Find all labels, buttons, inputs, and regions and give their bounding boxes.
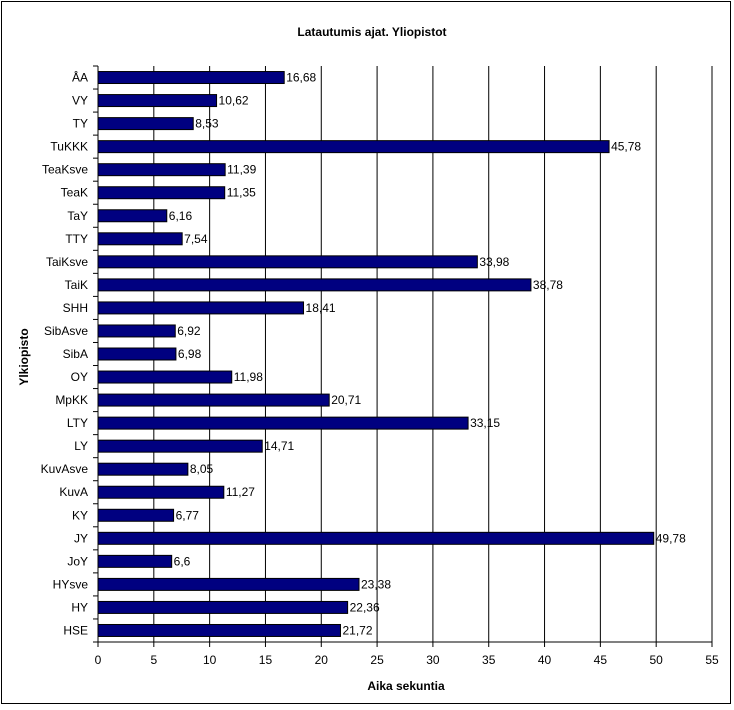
x-axis-title: Aika sekuntia	[367, 679, 445, 693]
bar-taiksve	[97, 255, 478, 269]
data-label: 33,15	[470, 416, 500, 430]
data-label: 16,68	[286, 71, 316, 85]
category-label: JY	[74, 531, 88, 545]
bar-ly	[97, 439, 263, 453]
data-label: 10,62	[219, 94, 249, 108]
data-label: 11,35	[227, 186, 256, 200]
axes	[93, 65, 713, 647]
category-label: SibAsve	[44, 324, 88, 338]
x-tick-label: 55	[705, 653, 719, 667]
category-label: KuvA	[59, 485, 88, 499]
x-tick-label: 45	[594, 653, 608, 667]
bar-lty	[97, 416, 469, 430]
data-label: 6,77	[176, 508, 200, 522]
category-label: LY	[74, 439, 88, 453]
bar-kuvasve	[97, 462, 189, 476]
bars	[97, 71, 655, 637]
category-label: TTY	[65, 232, 88, 246]
category-label: TaY	[67, 209, 88, 223]
x-tick-label: 30	[426, 653, 440, 667]
category-label: LTY	[67, 416, 88, 430]
data-label: 11,98	[234, 370, 263, 384]
x-tick-label: 35	[482, 653, 496, 667]
y-axis-title: Ylkiopisto	[17, 328, 31, 385]
data-label: 45,78	[611, 140, 641, 154]
bar-taik	[97, 278, 532, 292]
chart-title: Latautumis ajat. Yliopistot	[297, 25, 446, 39]
category-label: OY	[71, 370, 88, 384]
data-label: 6,6	[174, 554, 191, 568]
data-label: 22,36	[350, 600, 380, 614]
data-label: 21,72	[342, 623, 372, 637]
category-label: KuvAsve	[41, 462, 89, 476]
data-label: 14,71	[264, 439, 294, 453]
x-tick-label: 0	[95, 653, 102, 667]
bar-tay	[97, 209, 168, 223]
data-label: 49,78	[656, 531, 686, 545]
bar-tukkk	[97, 140, 610, 154]
category-label: HY	[71, 600, 88, 614]
data-label: 6,92	[177, 324, 201, 338]
x-tick-label: 10	[203, 653, 217, 667]
x-tick-label: 40	[538, 653, 552, 667]
data-label: 33,98	[479, 255, 509, 269]
category-label: TY	[73, 117, 88, 131]
bar-ty	[97, 117, 194, 131]
data-label: 11,27	[226, 485, 255, 499]
bar-teak	[97, 186, 226, 200]
category-label: TuKKK	[50, 140, 88, 154]
bar-oy	[97, 370, 233, 384]
category-label: MpKK	[55, 393, 88, 407]
data-label: 6,16	[169, 209, 193, 223]
category-label: TeaKsve	[42, 163, 88, 177]
bar-tty	[97, 232, 183, 246]
bar-jy	[97, 531, 655, 545]
category-label: HYsve	[53, 577, 89, 591]
data-label: 7,54	[184, 232, 208, 246]
bar-hysve	[97, 577, 360, 591]
category-label: TeaK	[61, 186, 88, 200]
data-label: 38,78	[533, 278, 563, 292]
category-label: KY	[72, 508, 88, 522]
bar-sibasve	[97, 324, 176, 338]
x-tick-label: 5	[150, 653, 157, 667]
data-label: 8,05	[190, 462, 214, 476]
data-label: 18,41	[306, 301, 336, 315]
category-label: SHH	[63, 301, 88, 315]
category-label: SibA	[63, 347, 88, 361]
data-label: 6,98	[178, 347, 202, 361]
bar-joy	[97, 554, 173, 568]
data-label: 8,53	[195, 117, 219, 131]
bar-shh	[97, 301, 305, 315]
category-label: JoY	[67, 554, 88, 568]
x-tick-label: 50	[650, 653, 664, 667]
category-label: TaiKsve	[46, 255, 88, 269]
data-label: 20,71	[331, 393, 361, 407]
category-label: TaiK	[65, 278, 88, 292]
x-tick-label: 15	[259, 653, 273, 667]
bar-hse	[97, 623, 341, 637]
x-tick-label: 25	[370, 653, 384, 667]
data-label: 23,38	[361, 577, 391, 591]
bar-åa	[97, 71, 285, 85]
category-label: HSE	[63, 623, 88, 637]
bar-ky	[97, 508, 175, 522]
labels: 0 5 10 15 20 25 30 35 40 45 50 55 ÅA 16,68 VY 10,62 TY 8,…	[41, 70, 719, 667]
category-label: ÅA	[72, 70, 88, 85]
bar-vy	[97, 94, 218, 108]
bar-siba	[97, 347, 177, 361]
bar-teaksve	[97, 163, 226, 177]
bar-hy	[97, 600, 349, 614]
gridlines	[153, 66, 713, 642]
bar-kuva	[97, 485, 225, 499]
data-label: 11,39	[227, 163, 256, 177]
x-tick-label: 20	[315, 653, 329, 667]
bar-mpkk	[97, 393, 330, 407]
category-label: VY	[72, 94, 88, 108]
